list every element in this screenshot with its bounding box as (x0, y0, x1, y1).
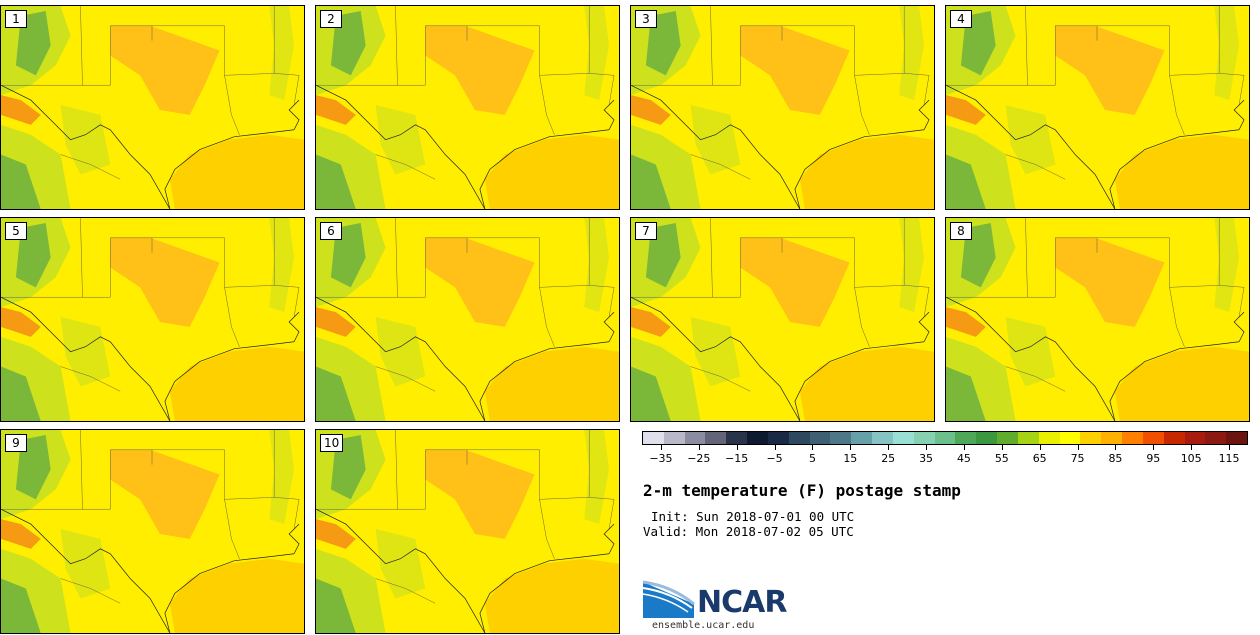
member-label: 10 (320, 434, 344, 452)
colorbar-swatch (955, 432, 977, 444)
plot-title: 2-m temperature (F) postage stamp (643, 481, 961, 500)
colorbar-tick-label: −15 (725, 452, 749, 465)
colorbar-tick-label: 15 (843, 452, 858, 465)
colorbar-swatch (1184, 432, 1206, 444)
colorbar-swatch (1101, 432, 1123, 444)
colorbar-swatch (976, 432, 998, 444)
colorbar-tick (1039, 445, 1041, 450)
ensemble-url[interactable]: ensemble.ucar.edu (652, 620, 755, 631)
colorbar-tick-label: 25 (881, 452, 896, 465)
colorbar-tick (1115, 445, 1117, 450)
member-label: 6 (320, 222, 342, 240)
colorbar-tick (1077, 445, 1079, 450)
colorbar-tick-label: 35 (919, 452, 934, 465)
colorbar-swatch (1142, 432, 1164, 444)
postage-stamp-panel: 9 (0, 429, 305, 634)
colorbar-tick (1001, 445, 1003, 450)
colorbar-swatch (830, 432, 852, 444)
colorbar-tick-label: 85 (1108, 452, 1123, 465)
postage-stamp-panel: 3 (630, 5, 935, 210)
colorbar-swatch (872, 432, 893, 444)
member-label: 7 (635, 222, 657, 240)
colorbar-swatch (705, 432, 727, 444)
colorbar-swatch (684, 432, 706, 444)
colorbar-tick-label: 105 (1180, 452, 1202, 465)
colorbar-swatch (934, 432, 956, 444)
colorbar-tick (774, 445, 776, 450)
colorbar-swatch (788, 432, 810, 444)
colorbar-swatch (726, 432, 748, 444)
colorbar-swatch (1205, 432, 1227, 444)
colorbar-tick (736, 445, 738, 450)
colorbar-tick (963, 445, 965, 450)
colorbar-tick-label: 55 (994, 452, 1009, 465)
member-label: 2 (320, 10, 342, 28)
colorbar-swatch (809, 432, 831, 444)
colorbar-swatch (767, 432, 789, 444)
colorbar-swatch (1059, 432, 1081, 444)
postage-stamp-panel: 1 (0, 5, 305, 210)
colorbar-swatch (913, 432, 935, 444)
colorbar-swatch (1017, 432, 1039, 444)
member-label: 3 (635, 10, 657, 28)
colorbar-swatch (1163, 432, 1185, 444)
colorbar-tick (698, 445, 700, 450)
colorbar-tick (1191, 445, 1193, 450)
member-label: 5 (5, 222, 27, 240)
colorbar-tick-label: 75 (1070, 452, 1085, 465)
colorbar-swatch (851, 432, 873, 444)
colorbar-tick-label: 45 (956, 452, 971, 465)
colorbar-swatch (997, 432, 1018, 444)
colorbar-tick-label: 95 (1146, 452, 1161, 465)
colorbar-tick-label: 65 (1032, 452, 1047, 465)
postage-stamp-panel: 2 (315, 5, 620, 210)
postage-stamp-panel: 4 (945, 5, 1250, 210)
postage-stamp-panel: 10 (315, 429, 620, 634)
colorbar-swatch (663, 432, 685, 444)
colorbar-ticks: −35 −25 −15 −5 5 15 25 35 45 55 65 75 85 95 105 115 (642, 445, 1248, 465)
colorbar-tick (660, 445, 662, 450)
member-label: 9 (5, 434, 27, 452)
postage-stamp-panel: 6 (315, 217, 620, 422)
member-label: 1 (5, 10, 27, 28)
colorbar-tick (1229, 445, 1231, 450)
colorbar-tick-label: −5 (766, 452, 783, 465)
valid-time: Valid: Mon 2018-07-02 05 UTC (643, 524, 854, 539)
colorbar-swatch (643, 432, 664, 444)
postage-stamp-panel: 7 (630, 217, 935, 422)
colorbar-swatch (1080, 432, 1102, 444)
colorbar-tick (888, 445, 890, 450)
ncar-logo-icon (642, 580, 695, 618)
postage-stamp-panel: 8 (945, 217, 1250, 422)
colorbar-tick-label: 115 (1218, 452, 1240, 465)
colorbar (642, 431, 1248, 445)
colorbar-tick (1153, 445, 1155, 450)
colorbar-swatch (747, 432, 768, 444)
colorbar-swatch (1038, 432, 1060, 444)
colorbar-swatch (1226, 432, 1248, 444)
colorbar-tick-label: −25 (687, 452, 711, 465)
colorbar-tick-label: −35 (649, 452, 673, 465)
ncar-logo-text: NCAR (697, 585, 787, 620)
colorbar-swatch (1122, 432, 1143, 444)
colorbar-tick (850, 445, 852, 450)
colorbar-tick (812, 445, 814, 450)
colorbar-tick (926, 445, 928, 450)
init-time: Init: Sun 2018-07-01 00 UTC (651, 509, 855, 524)
colorbar-swatch (892, 432, 914, 444)
member-label: 4 (950, 10, 972, 28)
member-label: 8 (950, 222, 972, 240)
postage-stamp-panel: 5 (0, 217, 305, 422)
colorbar-tick-label: 5 (808, 452, 816, 465)
